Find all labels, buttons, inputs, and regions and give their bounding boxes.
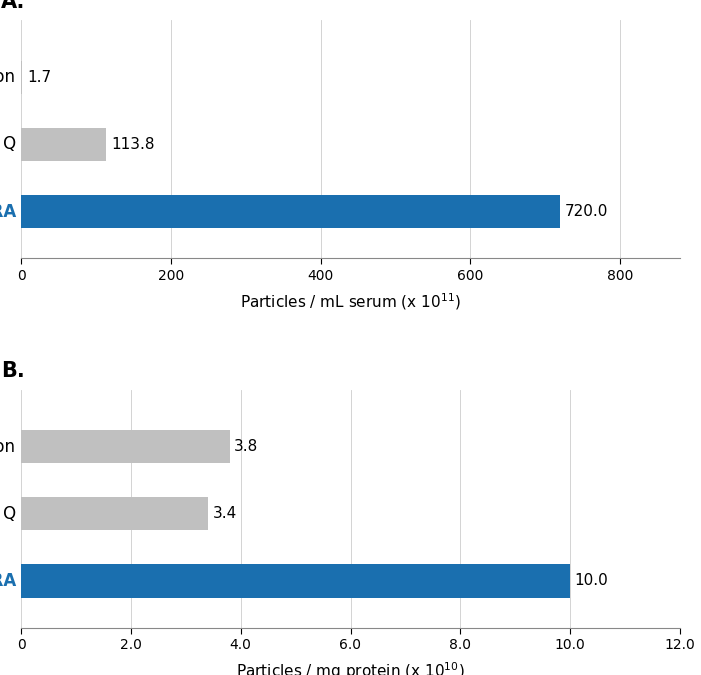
Text: Company Q: Company Q: [0, 136, 15, 153]
X-axis label: Particles / mg protein (x 10$^{10}$): Particles / mg protein (x 10$^{10}$): [236, 661, 465, 675]
Text: ExoQuick ULTRA: ExoQuick ULTRA: [0, 572, 15, 590]
Text: Ultracentrifugation: Ultracentrifugation: [0, 437, 15, 456]
Text: B.: B.: [1, 361, 25, 381]
Bar: [21, 128, 107, 161]
Text: 113.8: 113.8: [111, 137, 154, 152]
Text: 720.0: 720.0: [565, 204, 608, 219]
Bar: [21, 497, 207, 531]
Text: Ultracentrifugation: Ultracentrifugation: [0, 68, 15, 86]
Bar: [21, 430, 230, 463]
Bar: [21, 194, 560, 228]
Text: Company Q: Company Q: [0, 505, 15, 522]
Text: 3.8: 3.8: [234, 439, 259, 454]
Text: ExoQuick ULTRA: ExoQuick ULTRA: [0, 202, 15, 221]
Bar: [21, 564, 570, 597]
Text: 1.7: 1.7: [27, 70, 51, 85]
Text: A.: A.: [1, 0, 26, 11]
Text: 10.0: 10.0: [575, 573, 608, 589]
Bar: [21, 61, 22, 94]
Text: 3.4: 3.4: [212, 506, 237, 521]
X-axis label: Particles / mL serum (x 10$^{11}$): Particles / mL serum (x 10$^{11}$): [240, 291, 461, 312]
